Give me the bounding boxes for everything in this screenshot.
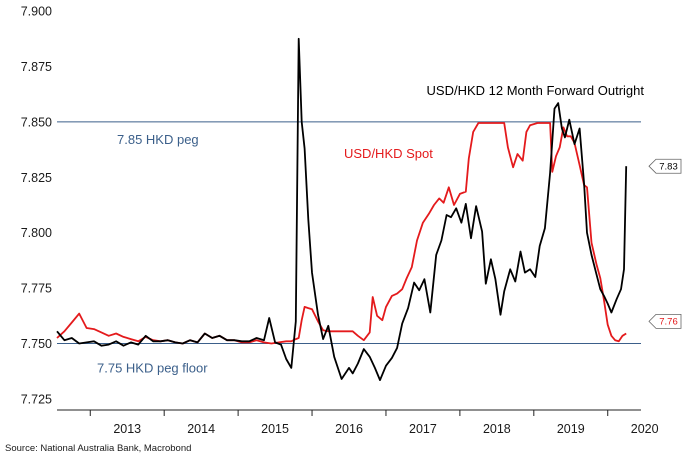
y-tick-label: 7.850 — [21, 115, 52, 129]
y-tick-label: 7.825 — [21, 171, 52, 185]
forward-outright-series-label: USD/HKD 12 Month Forward Outright — [427, 83, 645, 98]
y-tick-label: 7.750 — [21, 337, 52, 351]
y-tick-label: 7.900 — [21, 5, 52, 19]
callout-tag-value: 7.83 — [659, 162, 678, 173]
forward-outright-series-line — [56, 37, 628, 381]
x-tick-label: 2018 — [483, 422, 511, 436]
x-tick-label: 2014 — [187, 422, 215, 436]
y-tick-label: 7.725 — [21, 392, 52, 406]
x-axis: 2013 2014 2015 2016 2017 2018 2019 2020 — [89, 410, 659, 436]
y-tick-label: 7.800 — [21, 226, 52, 240]
x-tick-label: 2013 — [113, 422, 141, 436]
peg-reference-label: 7.75 HKD peg floor — [97, 361, 208, 376]
callout-tag-value: 7.76 — [659, 317, 678, 328]
spot-series-line — [56, 122, 627, 345]
forward-last-value-tag: 7.83 — [648, 158, 682, 174]
x-tick-label: 2015 — [261, 422, 289, 436]
annotations: USD/HKD 12 Month Forward Outright USD/HKD… — [344, 83, 644, 161]
series-layer — [56, 37, 628, 381]
value-callouts: 7.83 7.76 — [648, 158, 682, 329]
y-axis-labels: 7.725 7.750 7.775 7.800 7.825 7.850 7.875 7.900 — [21, 5, 52, 407]
y-tick-label: 7.775 — [21, 282, 52, 296]
spot-series-label: USD/HKD Spot — [344, 146, 433, 161]
x-tick-label: 2017 — [409, 422, 437, 436]
peg-reference-label: 7.85 HKD peg — [117, 132, 199, 147]
callout-tag-shape — [648, 158, 682, 174]
spot-last-value-tag: 7.76 — [648, 313, 682, 329]
y-tick-label: 7.875 — [21, 60, 52, 74]
x-tick-label: 2020 — [631, 422, 659, 436]
x-tick-label: 2019 — [557, 422, 585, 436]
x-tick-label: 2016 — [335, 422, 363, 436]
callout-tag-shape — [648, 313, 682, 329]
reference-lines: 7.85 HKD peg 7.75 HKD peg floor — [57, 121, 641, 376]
source-note: Source: National Australia Bank, Macrobo… — [5, 443, 191, 454]
